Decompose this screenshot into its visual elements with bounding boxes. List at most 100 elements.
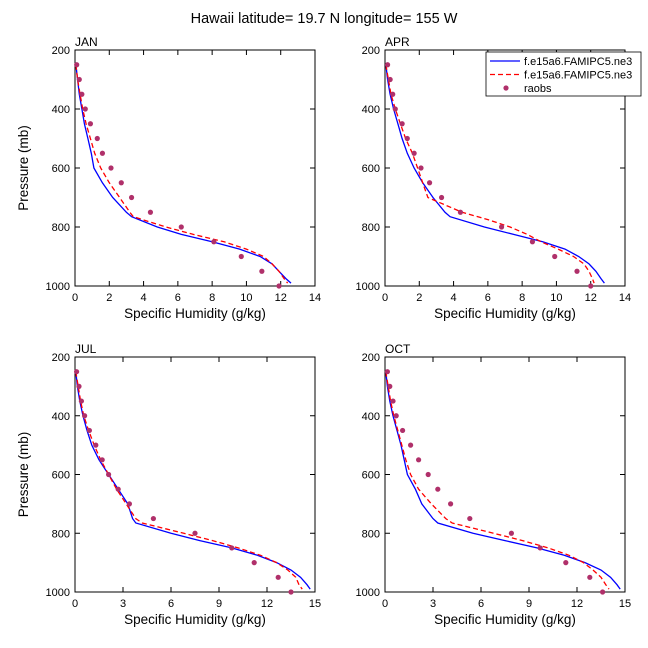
raobs-point [408,442,414,448]
raobs-point [411,150,417,156]
raobs-point [82,413,88,419]
legend-entry: f.e15a6.FAMIPC5.ne3 [490,56,632,68]
model-line-solid [385,371,621,590]
raobs-point [229,545,235,551]
x-tick-label: 8 [209,292,215,304]
raobs-point [118,180,124,186]
raobs-point [78,398,84,404]
y-axis-label: Pressure (mb) [16,432,31,518]
figure-title: Hawaii latitude= 19.7 N longitude= 155 W [191,11,458,27]
raobs-point [390,398,396,404]
raobs-point [457,209,464,215]
x-tick-label: 12 [261,598,273,610]
raobs-point [238,253,244,260]
panel-apr: APR 0 2 4 6 8 10 12 14 200 400 600 800 1000 Specific H… [356,35,632,321]
panel-jan: JAN 0 2 4 6 8 10 12 14 200 400 600 800 1000 Specific H… [16,35,321,321]
y-tick-label: 600 [52,470,70,482]
x-axis-label: Specific Humidity (g/kg) [124,306,266,321]
y-tick-label: 400 [52,104,70,116]
raobs-point [438,194,445,201]
raobs-point [147,209,154,215]
x-tick-label: 14 [309,292,321,304]
panel-jul: JUL 0 3 6 9 12 15 200 400 600 800 1000 Specific Humi… [16,342,321,627]
y-tick-label: 1000 [356,587,380,599]
y-tick-label: 1000 [46,587,70,599]
raobs-point [86,427,92,434]
x-axis-label: Specific Humidity (g/kg) [434,306,576,321]
x-tick-label: 6 [175,292,181,304]
raobs-point [76,76,82,83]
raobs-point [82,106,88,112]
raobs-point [94,135,100,142]
panel-oct: OCT 0 3 6 9 12 15 200 400 600 800 1000 Specific Humi… [356,342,632,627]
x-tick-label: 10 [550,292,562,304]
y-tick-label: 800 [52,222,70,234]
y-tick-label: 600 [362,163,380,175]
legend-entry: f.e15a6.FAMIPC5.ne3 [490,70,632,82]
raobs-markers [74,369,294,595]
y-axis-label: Pressure (mb) [16,125,31,211]
raobs-markers [74,62,282,289]
x-tick-label: 4 [451,292,457,304]
raobs-point [467,515,473,522]
y-tick-label: 200 [52,352,70,364]
raobs-point [99,457,105,463]
raobs-point [106,471,112,478]
y-tick-label: 400 [362,104,380,116]
raobs-point [178,224,184,230]
legend-label: raobs [524,83,552,95]
raobs-point [600,589,606,595]
x-tick-label: 0 [72,292,78,304]
x-tick-label: 0 [382,292,388,304]
raobs-point [251,560,257,566]
raobs-point [588,283,594,289]
raobs-point [400,427,406,434]
legend-marker [503,85,509,91]
x-tick-label: 0 [72,598,78,610]
raobs-markers [384,62,594,289]
raobs-point [115,486,121,492]
raobs-point [416,457,422,463]
raobs-point [276,283,282,289]
y-tick-label: 1000 [46,281,70,293]
raobs-point [399,121,405,127]
x-tick-label: 2 [416,292,422,304]
raobs-point [74,369,80,375]
y-tick-label: 800 [362,528,380,540]
x-tick-label: 12 [275,292,287,304]
x-tick-label: 12 [585,292,597,304]
raobs-point [384,369,390,375]
raobs-point [587,574,593,580]
raobs-point [79,91,85,97]
raobs-point [418,165,424,171]
raobs-point [392,106,398,112]
raobs-point [552,253,558,260]
x-tick-label: 2 [106,292,112,304]
panel-title: JAN [75,35,98,49]
raobs-point [211,239,217,245]
x-tick-label: 6 [478,598,484,610]
raobs-point [498,224,505,230]
x-tick-label: 15 [309,598,321,610]
y-tick-label: 400 [52,411,70,423]
raobs-point [387,383,393,389]
raobs-point [384,62,391,68]
model-line-solid [75,64,292,284]
x-tick-label: 3 [430,598,436,610]
raobs-point [93,442,99,448]
panel-title: OCT [385,342,411,356]
raobs-point [128,194,135,201]
raobs-point [393,413,399,419]
raobs-point [563,560,569,566]
y-tick-label: 200 [362,45,380,57]
x-tick-label: 6 [485,292,491,304]
legend-label: f.e15a6.FAMIPC5.ne3 [524,70,632,82]
y-tick-label: 600 [362,470,380,482]
y-tick-label: 800 [362,222,380,234]
raobs-markers [384,369,606,595]
x-tick-label: 12 [571,598,583,610]
x-tick-label: 9 [526,598,532,610]
